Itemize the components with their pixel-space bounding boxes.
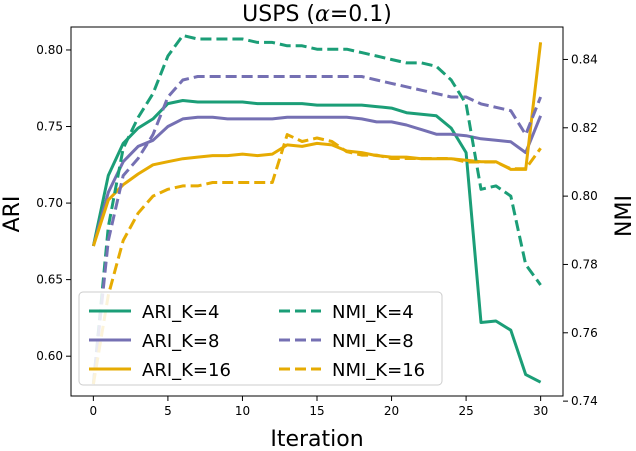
- y-left-tick-label: 0.75: [36, 120, 63, 134]
- y-right-tick-label: 0.82: [571, 121, 598, 135]
- legend-label-ARI_K=4: ARI_K=4: [142, 302, 219, 323]
- y-left-tick-label: 0.70: [36, 196, 63, 210]
- y-right-tick-label: 0.84: [571, 52, 598, 66]
- y-right-tick-label: 0.78: [571, 257, 598, 271]
- x-tick-label: 25: [458, 404, 473, 418]
- legend-box: [78, 291, 443, 386]
- series-line-ARI_K=4: [91, 99, 542, 384]
- ticks: 0 5 10 15 20 25 30 0.60 0.65 0.70 0.75 0.80 0.74 0.76…: [36, 43, 597, 418]
- legend-label-ARI_K=16: ARI_K=16: [142, 360, 231, 381]
- chart-title-main: USPS (: [242, 2, 315, 27]
- chart-title: USPS (α=0.1): [242, 2, 392, 27]
- y-left-tick-label: 0.80: [36, 43, 63, 57]
- series-line-NMI_K=8: [91, 75, 542, 385]
- legend-label-NMI_K=4: NMI_K=4: [332, 302, 414, 323]
- y-axis-right-label: NMI: [612, 195, 636, 237]
- legend-label-ARI_K=8: ARI_K=8: [142, 331, 219, 352]
- series-lines: [91, 34, 543, 385]
- x-tick-label: 30: [533, 404, 548, 418]
- legend-label-NMI_K=8: NMI_K=8: [332, 331, 414, 352]
- series-line-ARI_K=8: [91, 115, 542, 247]
- series-line-ARI_K=16: [91, 42, 543, 247]
- x-tick-label: 10: [235, 404, 250, 418]
- x-tick-label: 15: [309, 404, 324, 418]
- series-line-NMI_K=4: [91, 34, 542, 385]
- series-line-NMI_K=16: [91, 133, 542, 385]
- y-left-tick-label: 0.60: [36, 349, 63, 363]
- chart-title-symbol: α: [315, 2, 330, 27]
- x-tick-label: 20: [384, 404, 399, 418]
- x-tick-label: 0: [90, 404, 98, 418]
- legend: ARI_K=4 ARI_K=8 ARI_K=16 NMI_K=4 NMI_K=8 NMI_…: [78, 291, 443, 386]
- chart-title-rest: =0.1): [330, 2, 392, 27]
- y-right-tick-label: 0.76: [571, 326, 598, 340]
- y-right-tick-label: 0.80: [571, 189, 598, 203]
- x-axis-label: Iteration: [270, 427, 363, 451]
- y-axis-left-label: ARI: [0, 196, 25, 233]
- legend-label-NMI_K=16: NMI_K=16: [332, 360, 425, 381]
- x-tick-label: 5: [164, 404, 172, 418]
- y-right-tick-label: 0.74: [571, 394, 598, 408]
- y-left-tick-label: 0.65: [36, 273, 63, 287]
